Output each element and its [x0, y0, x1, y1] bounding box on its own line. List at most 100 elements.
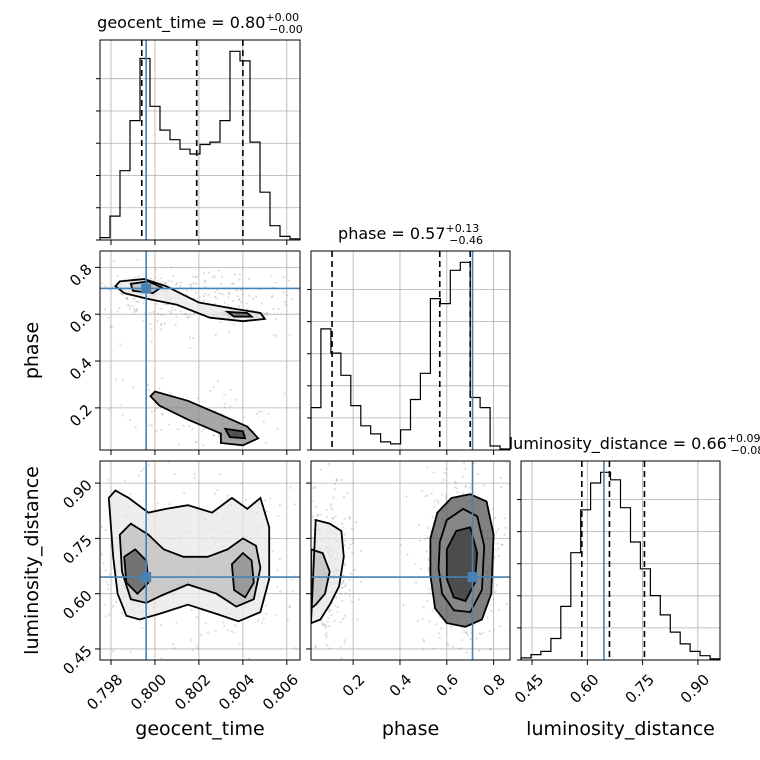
sample-dot — [142, 467, 145, 470]
sample-dot — [84, 298, 86, 300]
sample-dot — [344, 563, 347, 567]
sample-dot — [183, 492, 186, 495]
sample-dot — [492, 598, 495, 601]
sample-dot — [427, 567, 430, 570]
sample-dot — [461, 454, 463, 456]
sample-dot — [196, 397, 199, 400]
sample-dot — [196, 645, 199, 648]
sample-dot — [331, 508, 334, 511]
sample-dot — [146, 383, 149, 387]
sample-dot — [189, 315, 192, 318]
sample-dot — [288, 605, 292, 608]
sample-dot — [104, 529, 107, 532]
sample-dot — [405, 495, 408, 498]
sample-dot — [426, 466, 429, 469]
density-fill-1 — [311, 549, 330, 609]
sample-dot — [420, 489, 423, 493]
sample-dot — [168, 423, 171, 426]
sample-dot — [216, 441, 220, 444]
sample-dot — [297, 565, 299, 567]
sample-dot — [301, 409, 303, 411]
sample-dot — [160, 328, 163, 331]
sample-dot — [256, 619, 260, 622]
sample-dot — [267, 412, 270, 415]
xtick-label-phase-1: 0.4 — [386, 671, 416, 701]
sample-dot — [160, 377, 164, 380]
sample-dot — [160, 307, 163, 310]
sample-dot — [104, 569, 107, 572]
sample-dot — [160, 656, 163, 660]
sample-dot — [321, 624, 325, 627]
sample-dot — [238, 297, 241, 300]
sample-dot — [193, 477, 196, 480]
sample-dot — [136, 301, 139, 304]
sample-dot — [307, 503, 309, 505]
sample-dot — [266, 313, 269, 316]
contour-line-3 — [230, 551, 255, 599]
sample-dot — [488, 630, 491, 633]
sample-dot — [489, 648, 492, 651]
sample-dot — [451, 645, 454, 648]
sample-dot — [227, 304, 230, 307]
sample-dot — [64, 441, 66, 443]
sample-dot — [199, 633, 203, 637]
sample-dot — [216, 488, 219, 492]
sample-dot — [343, 641, 346, 645]
sample-dot — [116, 274, 119, 277]
sample-dot — [461, 492, 465, 495]
contour-line-1 — [311, 548, 331, 610]
sample-dot — [156, 320, 159, 323]
line-layer — [100, 40, 646, 660]
sample-dot — [283, 392, 286, 395]
sample-dot — [136, 259, 139, 262]
title-main-phase: phase = 0.57 — [338, 224, 445, 243]
sample-dot — [335, 479, 338, 482]
sample-dot — [486, 616, 489, 619]
sample-dot — [221, 293, 224, 296]
sample-dot — [167, 279, 170, 282]
sample-dot — [324, 625, 327, 628]
sample-dot — [53, 533, 55, 535]
sample-dot — [495, 584, 498, 587]
sample-dot — [305, 300, 307, 302]
sample-dot — [211, 276, 214, 279]
sample-dot — [518, 606, 520, 608]
sample-dot — [301, 587, 303, 589]
ylabel-phase: phase — [21, 322, 43, 379]
sample-dot — [274, 614, 277, 617]
sample-dot — [120, 612, 123, 615]
sample-dot — [153, 409, 157, 412]
sample-dot — [343, 517, 346, 520]
sample-dot — [476, 472, 480, 476]
sample-dot — [174, 308, 177, 311]
sample-dot — [283, 300, 287, 303]
marginal-title-luminosity_distance: luminosity_distance = 0.66+0.09−0.08 — [509, 432, 760, 457]
sample-dot — [232, 631, 235, 634]
sample-dot — [195, 291, 198, 294]
sample-dot — [97, 561, 99, 563]
sample-dot — [306, 603, 308, 605]
sample-dot — [308, 522, 310, 524]
sample-dot — [314, 645, 317, 649]
sample-dot — [203, 272, 206, 275]
sample-dot — [214, 334, 217, 337]
title-sub-phase: −0.46 — [449, 234, 483, 247]
sample-dot — [482, 484, 485, 487]
sample-dot — [156, 312, 159, 315]
title-sub-luminosity_distance: −0.08 — [731, 444, 760, 457]
sample-dot — [237, 298, 240, 301]
sample-dot — [204, 279, 207, 283]
sample-dot — [417, 523, 421, 527]
sample-dot — [343, 333, 345, 335]
xtick-label-geocent_time-2: 0.802 — [171, 671, 214, 714]
sample-dot — [195, 276, 198, 279]
sample-dot — [348, 516, 351, 519]
sample-dot — [312, 518, 315, 522]
sample-dot — [189, 336, 192, 339]
sample-dot — [340, 582, 344, 585]
sample-dot — [48, 574, 50, 576]
sample-dot — [327, 624, 330, 628]
xlabel-phase: phase — [382, 718, 439, 740]
sample-dot — [72, 335, 74, 337]
